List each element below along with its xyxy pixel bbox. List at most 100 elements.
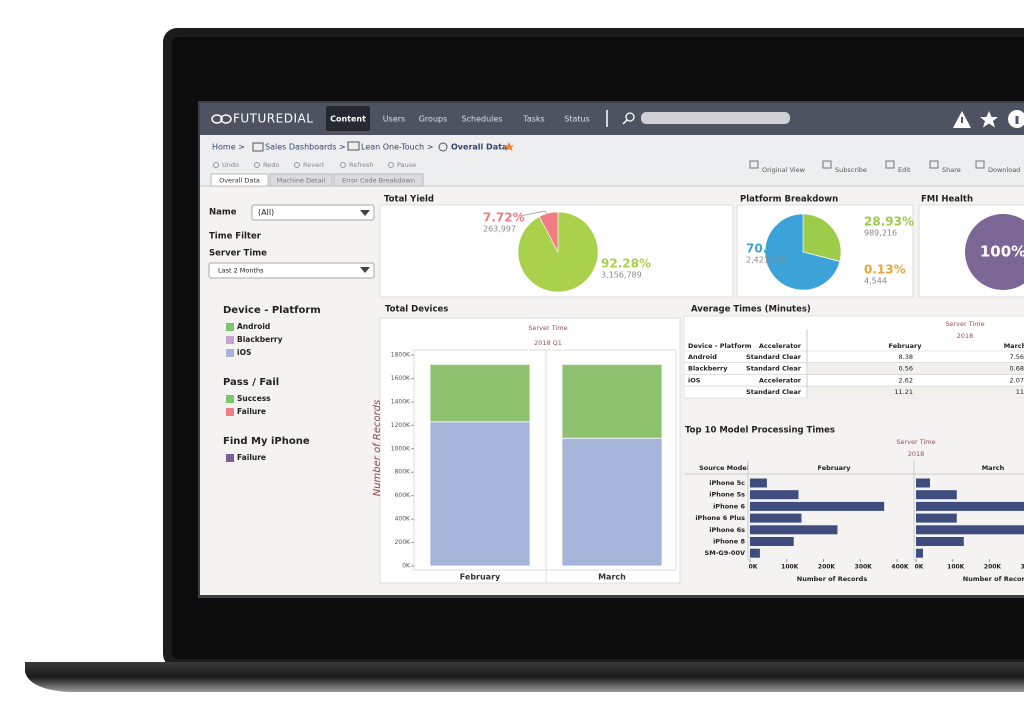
- dropdown[interactable]: [251, 204, 375, 221]
- x-tick-label: 100K: [947, 564, 965, 571]
- nav-item[interactable]: Status: [564, 115, 590, 124]
- filter-label: Server Time: [209, 249, 267, 259]
- breadcrumb-item[interactable]: Overall Data: [451, 143, 507, 152]
- y-tick-label: 1400K: [391, 398, 411, 405]
- legend-swatch: [226, 408, 234, 416]
- toolbar-button[interactable]: Download: [988, 166, 1020, 174]
- tab-label[interactable]: Machine Detail: [277, 177, 326, 185]
- panel-title: Top 10 Model Processing Times: [685, 426, 835, 436]
- toolbar-button[interactable]: Share: [942, 166, 961, 174]
- filter-label: Time Filter: [209, 232, 262, 242]
- nav-item[interactable]: Groups: [419, 115, 448, 124]
- tab[interactable]: [210, 173, 269, 187]
- legend-title: Find My iPhone: [223, 436, 310, 447]
- pie-count-label: 3,156,789: [601, 271, 642, 280]
- y-tick-label: 1800K: [391, 352, 411, 359]
- pie-value-label: 92.28%: [601, 257, 651, 271]
- bar: [750, 525, 838, 535]
- toolbar-button[interactable]: Pause: [397, 161, 416, 169]
- toolbar-button[interactable]: Redo: [263, 161, 279, 169]
- toolbar-button[interactable]: Original View: [762, 166, 806, 174]
- y-tick-label: iPhone 5c: [709, 479, 745, 487]
- breadcrumb-item[interactable]: Sales Dashboards >: [265, 143, 346, 152]
- dropdown-value[interactable]: Last 2 Months: [218, 267, 264, 275]
- y-tick-label: iPhone 6 Plus: [695, 514, 745, 522]
- x-tick-label: 200K: [984, 564, 1002, 571]
- pie-slice: [802, 213, 842, 262]
- table-cell: Android: [688, 353, 717, 361]
- table-subheader: 2018: [957, 332, 974, 340]
- panel: [683, 315, 1024, 399]
- nav-item[interactable]: Schedules: [462, 115, 503, 124]
- search-icon: [625, 112, 635, 122]
- search-box[interactable]: [641, 112, 790, 124]
- toolbar-button[interactable]: Undo: [222, 161, 239, 169]
- panel-title: Total Yield: [384, 195, 434, 205]
- search-icon: [622, 119, 628, 125]
- pie-count-label: 4,544: [864, 277, 887, 286]
- legend-swatch: [226, 323, 234, 331]
- breadcrumb-item[interactable]: Home >: [212, 143, 245, 152]
- star-icon[interactable]: [980, 111, 998, 128]
- bar: [750, 501, 885, 511]
- legend-label: Blackberry: [237, 335, 283, 344]
- x-tick-label: 0K: [915, 564, 924, 571]
- x-tick-label: 0K: [749, 564, 758, 571]
- table-cell: 11.21: [894, 388, 913, 396]
- legend-title: Device - Platform: [223, 305, 321, 316]
- y-axis-label: Number of Records: [372, 400, 383, 497]
- y-tick-label: SM-G9-00V: [705, 549, 745, 557]
- pie-count-label: 2,421,978: [746, 256, 787, 265]
- y-tick-label: 0K: [402, 563, 411, 570]
- x-tick-label: 300K: [1021, 564, 1024, 571]
- toolbar-icon: [975, 160, 985, 169]
- table-cell: 2.07: [1010, 376, 1024, 384]
- screen: FUTUREDIAL Content Users Groups Schedules Tas…: [200, 103, 1024, 595]
- y-tick-label: 1600K: [391, 375, 411, 382]
- pie-value-label: 28.93%: [864, 215, 914, 229]
- x-tick-label: 200K: [818, 564, 836, 571]
- nav-item[interactable]: Tasks: [522, 115, 544, 124]
- breadcrumb-item[interactable]: Lean One-Touch >: [361, 143, 433, 152]
- row-band: [808, 386, 1024, 399]
- toolbar-button[interactable]: Revert: [303, 161, 325, 169]
- nav-bar: [200, 103, 1024, 135]
- pie-value-label: 100%: [980, 243, 1024, 261]
- toolbar-button[interactable]: Edit: [898, 166, 911, 174]
- nav-item[interactable]: Content: [330, 115, 366, 124]
- tab[interactable]: [269, 173, 333, 187]
- x-tick-label: March: [598, 573, 626, 582]
- toolbar-button[interactable]: Refresh: [349, 161, 374, 169]
- favorite-star[interactable]: [504, 142, 514, 151]
- table-cell: Standard Clear: [746, 365, 802, 373]
- y-tick-label: iPhone 6s: [709, 526, 745, 534]
- table-cell: 0.68: [1010, 365, 1024, 373]
- table-cell: 8.38: [899, 353, 913, 361]
- chart-subheader: 2018 Q1: [534, 339, 562, 347]
- dropdown[interactable]: [208, 262, 375, 279]
- toolbar-icon: [388, 162, 394, 168]
- bar: [750, 478, 767, 488]
- tab[interactable]: [333, 173, 424, 187]
- bar-segment: [429, 421, 531, 567]
- pie-slice: [965, 214, 1024, 290]
- logo-text: FUTUREDIAL: [233, 112, 313, 126]
- tab-label[interactable]: Overall Data: [219, 177, 260, 185]
- panel-title: Average Times (Minutes): [691, 305, 811, 315]
- y-tick-label: 800K: [395, 469, 411, 476]
- legend-swatch: [226, 454, 234, 462]
- column-header: February: [818, 464, 852, 472]
- alert-icon-mark: [961, 117, 963, 123]
- table-column-header: February: [889, 342, 923, 350]
- logo-icon: [211, 114, 223, 124]
- dropdown-value[interactable]: (All): [258, 208, 274, 217]
- toolbar-button[interactable]: Subscribe: [835, 166, 867, 174]
- panel-title: FMI Health: [921, 195, 973, 205]
- y-tick-label: 400K: [395, 516, 411, 523]
- bar: [916, 513, 957, 523]
- nav-item[interactable]: Users: [383, 115, 405, 124]
- info-icon-mark: [1015, 116, 1019, 124]
- tab-label[interactable]: Error Code Breakdown: [342, 177, 415, 185]
